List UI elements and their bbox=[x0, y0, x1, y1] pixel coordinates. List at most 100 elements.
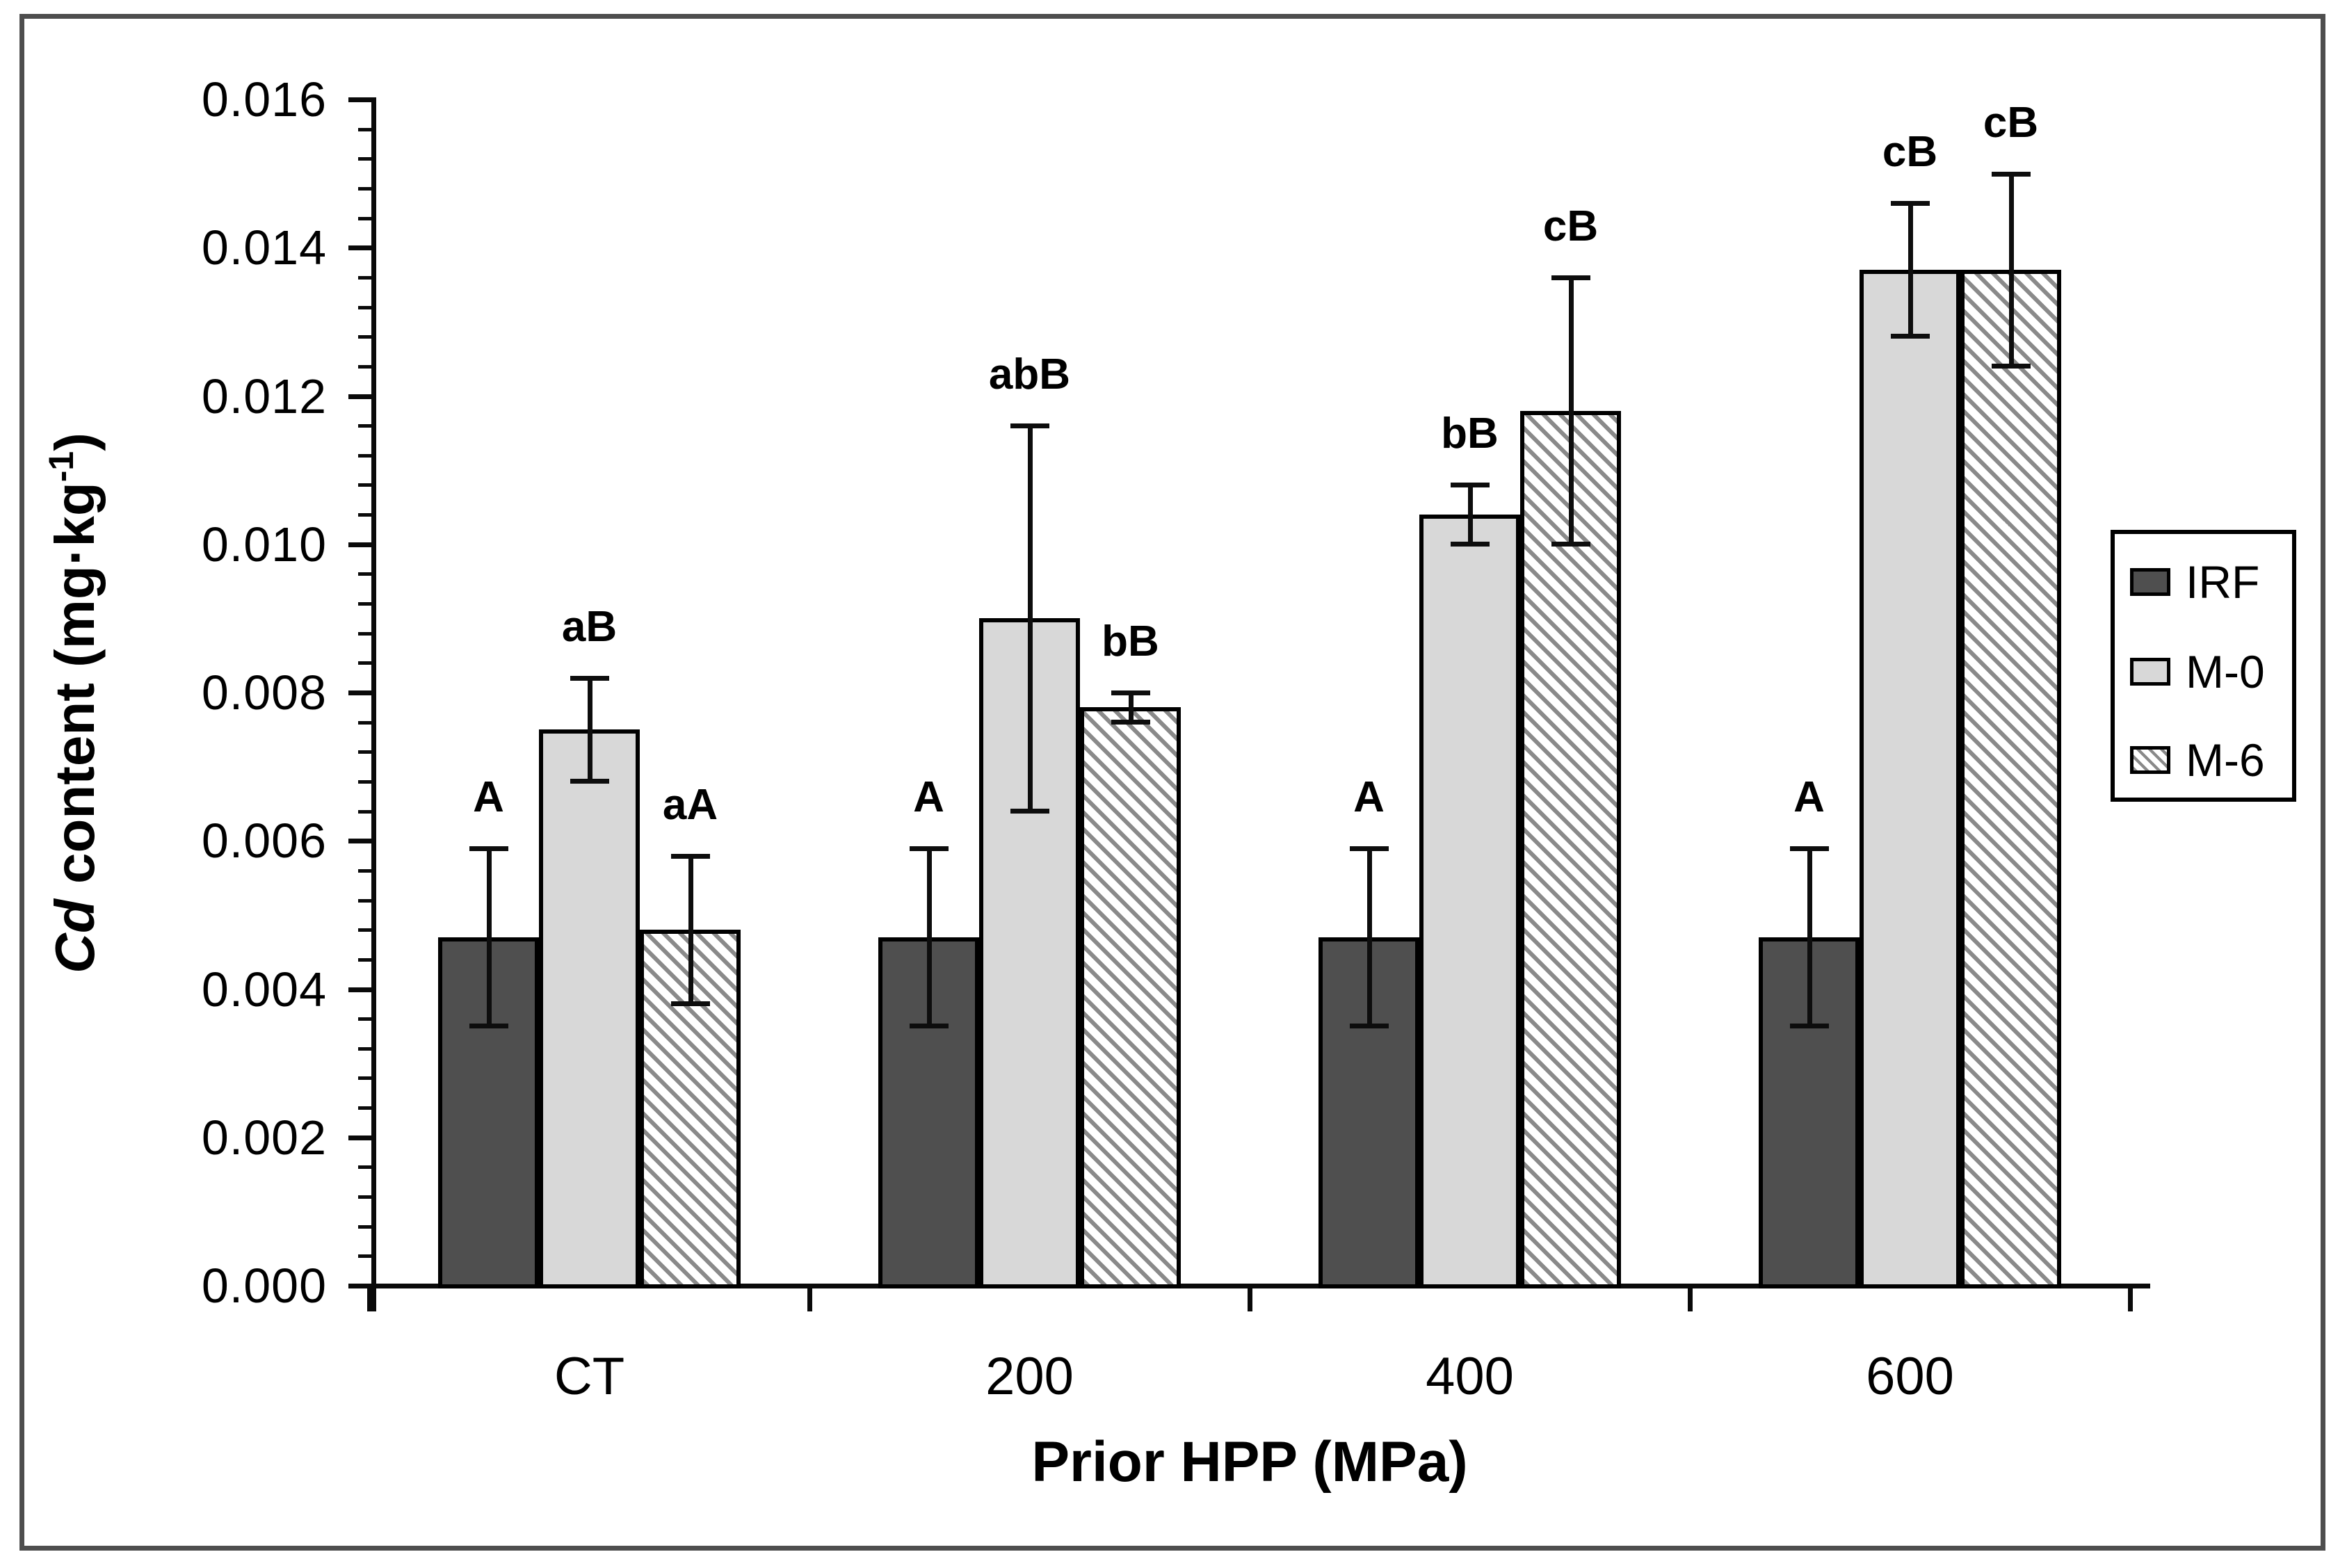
error-bar-cap-top-m0-ct bbox=[570, 675, 609, 681]
y-minor-tick-mark bbox=[358, 750, 373, 754]
legend-swatch-m0 bbox=[2130, 658, 2170, 686]
x-tick-mark bbox=[2128, 1284, 2133, 1311]
sig-label-m6-600: cB bbox=[1983, 98, 2039, 147]
sig-label-m6-200: bB bbox=[1102, 617, 1159, 665]
y-tick-mark bbox=[348, 394, 373, 399]
sig-label-irf-ct: A bbox=[473, 773, 504, 821]
y-minor-tick-mark bbox=[358, 720, 373, 725]
legend-item-m6: M-6 bbox=[2130, 737, 2290, 783]
error-bar-m0-ct bbox=[587, 677, 592, 782]
legend-label-m6: M-6 bbox=[2186, 734, 2265, 786]
y-axis-title-text: content (mg·kg bbox=[44, 482, 106, 900]
error-bar-cap-top-m0-200 bbox=[1010, 423, 1049, 429]
y-tick-mark bbox=[348, 690, 373, 695]
y-tick-mark bbox=[348, 245, 373, 251]
error-bar-cap-top-m0-400 bbox=[1450, 483, 1490, 488]
error-bar-cap-top-m6-400 bbox=[1551, 275, 1590, 280]
bar-m6-600 bbox=[1960, 270, 2061, 1288]
y-minor-tick-mark bbox=[358, 424, 373, 428]
y-minor-tick-mark bbox=[358, 779, 373, 784]
error-bar-irf-200 bbox=[926, 848, 932, 1026]
error-bar-irf-400 bbox=[1366, 848, 1372, 1026]
y-tick-mark bbox=[348, 987, 373, 992]
sig-label-irf-400: A bbox=[1353, 773, 1385, 821]
y-tick-mark bbox=[348, 97, 373, 102]
y-minor-tick-mark bbox=[358, 1076, 373, 1081]
y-tick-mark bbox=[348, 1135, 373, 1140]
y-tick-label: 0.002 bbox=[201, 1110, 327, 1165]
y-minor-tick-mark bbox=[358, 157, 373, 161]
sig-label-m6-400: cB bbox=[1542, 202, 1599, 250]
y-axis-title-superscript: -1 bbox=[42, 451, 81, 483]
legend-item-m0: M-0 bbox=[2130, 649, 2290, 695]
error-bar-cap-top-m6-ct bbox=[670, 853, 710, 859]
bar-irf-600 bbox=[1759, 937, 1860, 1288]
y-minor-tick-mark bbox=[358, 928, 373, 932]
error-bar-cap-bottom-irf-200 bbox=[909, 1023, 949, 1028]
y-minor-tick-mark bbox=[358, 335, 373, 339]
y-minor-tick-mark bbox=[358, 1017, 373, 1021]
error-bar-cap-top-m0-600 bbox=[1890, 201, 1930, 207]
error-bar-m6-400 bbox=[1568, 277, 1574, 544]
y-minor-tick-mark bbox=[358, 868, 373, 873]
y-minor-tick-mark bbox=[358, 661, 373, 665]
error-bar-cap-bottom-m0-200 bbox=[1010, 808, 1049, 814]
sig-label-irf-600: A bbox=[1793, 773, 1825, 821]
bar-m0-600 bbox=[1860, 270, 1960, 1288]
bar-m0-200 bbox=[979, 618, 1080, 1288]
y-minor-tick-mark bbox=[358, 1254, 373, 1259]
y-minor-tick-mark bbox=[358, 602, 373, 606]
sig-label-m0-600: cB bbox=[1882, 128, 1938, 177]
y-axis-line bbox=[371, 97, 376, 1311]
y-tick-label: 0.014 bbox=[201, 220, 327, 275]
error-bar-cap-bottom-m6-400 bbox=[1551, 541, 1590, 547]
x-tick-mark bbox=[367, 1284, 372, 1311]
legend-label-irf: IRF bbox=[2186, 556, 2260, 608]
y-minor-tick-mark bbox=[358, 453, 373, 458]
sig-label-m0-ct: aB bbox=[561, 602, 618, 651]
error-bar-cap-bottom-irf-ct bbox=[469, 1023, 508, 1028]
error-bar-m6-600 bbox=[2008, 173, 2014, 366]
y-minor-tick-mark bbox=[358, 957, 373, 962]
y-minor-tick-mark bbox=[358, 1195, 373, 1199]
y-minor-tick-mark bbox=[358, 127, 373, 131]
error-bar-cap-top-irf-400 bbox=[1349, 846, 1389, 851]
sig-label-m0-200: abB bbox=[988, 350, 1071, 399]
x-axis-line bbox=[364, 1284, 2150, 1288]
x-tick-mark bbox=[1688, 1284, 1693, 1311]
x-tick-label-200: 200 bbox=[985, 1347, 1074, 1406]
y-minor-tick-mark bbox=[358, 275, 373, 280]
y-tick-mark bbox=[348, 1284, 373, 1288]
y-minor-tick-mark bbox=[358, 1106, 373, 1110]
bar-m6-400 bbox=[1520, 410, 1621, 1288]
y-axis-title-close: ) bbox=[44, 433, 106, 451]
x-tick-label-ct: CT bbox=[554, 1347, 625, 1406]
error-bar-cap-bottom-m0-600 bbox=[1890, 334, 1930, 339]
x-tick-label-400: 400 bbox=[1426, 1347, 1514, 1406]
legend-swatch-m6 bbox=[2130, 746, 2170, 774]
error-bar-cap-top-irf-600 bbox=[1789, 846, 1829, 851]
error-bar-cap-top-m6-600 bbox=[1991, 171, 2031, 177]
y-tick-label: 0.010 bbox=[201, 517, 327, 572]
y-minor-tick-mark bbox=[358, 631, 373, 636]
y-minor-tick-mark bbox=[358, 572, 373, 576]
error-bar-m0-200 bbox=[1027, 426, 1033, 811]
error-bar-m0-400 bbox=[1467, 485, 1473, 544]
error-bar-m0-600 bbox=[1908, 203, 1913, 337]
error-bar-cap-top-irf-ct bbox=[469, 846, 508, 851]
x-tick-mark bbox=[807, 1284, 812, 1311]
x-tick-label-600: 600 bbox=[1866, 1347, 1954, 1406]
y-tick-label: 0.008 bbox=[201, 665, 327, 720]
y-minor-tick-mark bbox=[358, 1046, 373, 1051]
error-bar-cap-top-irf-200 bbox=[909, 846, 949, 851]
y-axis-title: Cd content (mg·kg-1) bbox=[31, 216, 106, 1190]
legend: IRF M-0 M-6 bbox=[2111, 530, 2296, 802]
y-minor-tick-mark bbox=[358, 364, 373, 369]
error-bar-cap-bottom-m0-ct bbox=[570, 778, 609, 784]
x-tick-mark bbox=[1248, 1284, 1252, 1311]
sig-label-m0-400: bB bbox=[1441, 410, 1499, 458]
y-minor-tick-mark bbox=[358, 305, 373, 309]
y-tick-mark bbox=[348, 542, 373, 547]
y-minor-tick-mark bbox=[358, 513, 373, 517]
